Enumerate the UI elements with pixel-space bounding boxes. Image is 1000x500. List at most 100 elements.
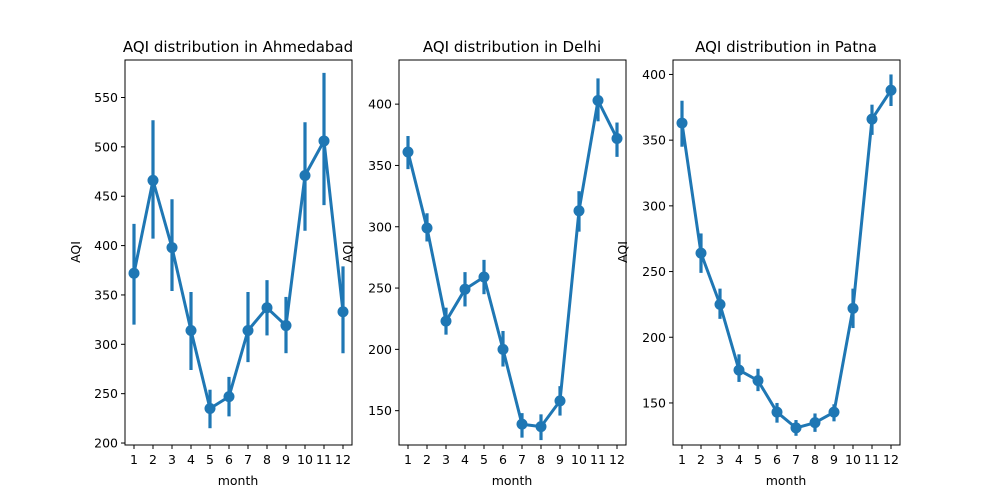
y-tick-label: 200 xyxy=(368,342,392,357)
x-tick-label: 11 xyxy=(590,452,606,467)
data-point xyxy=(695,247,707,259)
data-point xyxy=(592,94,604,106)
data-point xyxy=(204,402,216,414)
x-tick-label: 12 xyxy=(883,452,899,467)
axes-frame xyxy=(124,59,353,446)
y-tick-label: 350 xyxy=(94,287,118,302)
x-tick-label: 8 xyxy=(263,452,271,467)
axes-frame xyxy=(672,59,901,446)
data-point xyxy=(847,302,859,314)
x-tick-label: 6 xyxy=(225,452,233,467)
data-point xyxy=(733,364,745,376)
data-point xyxy=(676,117,688,129)
x-tick-label: 4 xyxy=(461,452,469,467)
y-tick-label: 300 xyxy=(94,337,118,352)
x-tick-label: 9 xyxy=(830,452,838,467)
data-point xyxy=(337,306,349,318)
x-tick-label: 1 xyxy=(404,452,412,467)
data-point xyxy=(299,170,311,181)
y-tick-label: 400 xyxy=(368,97,392,112)
y-tick-label: 350 xyxy=(642,133,666,148)
data-point xyxy=(885,84,897,96)
chart-title: AQI distribution in Patna xyxy=(695,38,877,56)
x-tick-label: 10 xyxy=(845,452,861,467)
data-point xyxy=(516,418,528,430)
x-tick-label: 8 xyxy=(811,452,819,467)
data-point xyxy=(261,302,273,314)
series-line xyxy=(132,139,345,410)
data-point xyxy=(128,267,140,279)
data-point xyxy=(478,271,490,283)
x-tick-label: 2 xyxy=(423,452,431,467)
series-line xyxy=(406,99,619,429)
panel-delhi: AQI distribution in Delhi month AQI 150 2… xyxy=(340,38,627,488)
y-axis-label: AQI xyxy=(68,241,83,263)
x-tick-label: 12 xyxy=(609,452,625,467)
x-tick-label: 9 xyxy=(282,452,290,467)
y-tick-label: 500 xyxy=(94,139,118,154)
x-tick-label: 4 xyxy=(187,452,195,467)
x-tick-label: 11 xyxy=(864,452,880,467)
x-tick-label: 1 xyxy=(130,452,138,467)
x-tick-label: 1 xyxy=(678,452,686,467)
y-tick-label: 300 xyxy=(368,219,392,234)
data-point xyxy=(185,324,197,336)
y-tick-label: 250 xyxy=(368,281,392,296)
data-point xyxy=(280,320,292,332)
data-point xyxy=(497,343,509,355)
y-axis-label: AQI xyxy=(615,241,630,263)
data-point xyxy=(440,315,452,327)
x-tick-label: 3 xyxy=(168,452,176,467)
y-tick-label: 400 xyxy=(94,238,118,253)
data-point xyxy=(535,421,547,433)
data-point xyxy=(147,174,159,186)
x-tick-label: 6 xyxy=(499,452,507,467)
data-point xyxy=(771,406,783,418)
x-tick-label: 6 xyxy=(773,452,781,467)
data-point xyxy=(459,283,471,295)
data-point xyxy=(790,422,802,434)
y-tick-label: 450 xyxy=(94,189,118,204)
axes-frame xyxy=(398,59,627,446)
chart-title: AQI distribution in Delhi xyxy=(423,38,601,56)
x-tick-label: 12 xyxy=(335,452,351,467)
data-point xyxy=(611,132,623,144)
x-tick-label: 7 xyxy=(518,452,526,467)
y-tick-label: 250 xyxy=(94,386,118,401)
data-point xyxy=(752,375,764,387)
data-point xyxy=(714,298,726,310)
x-axis-label: month xyxy=(492,473,533,488)
data-point xyxy=(166,242,178,254)
data-point xyxy=(242,324,254,336)
y-tick-label: 150 xyxy=(368,403,392,418)
series-line xyxy=(680,89,893,430)
y-tick-label: 200 xyxy=(642,330,666,345)
data-point xyxy=(402,146,414,158)
data-point xyxy=(866,113,878,125)
data-point xyxy=(809,417,821,429)
x-tick-label: 2 xyxy=(697,452,705,467)
y-tick-label: 400 xyxy=(642,67,666,82)
x-tick-label: 3 xyxy=(716,452,724,467)
data-point xyxy=(318,135,330,147)
x-tick-label: 7 xyxy=(792,452,800,467)
panel-patna: AQI distribution in Patna month AQI 150 2… xyxy=(615,38,901,488)
data-point xyxy=(554,395,566,407)
y-tick-label: 550 xyxy=(94,90,118,105)
x-tick-label: 9 xyxy=(556,452,564,467)
data-point xyxy=(421,222,433,234)
x-tick-label: 10 xyxy=(297,452,313,467)
x-tick-label: 10 xyxy=(571,452,587,467)
x-tick-label: 8 xyxy=(537,452,545,467)
x-tick-label: 5 xyxy=(754,452,762,467)
y-tick-label: 150 xyxy=(642,395,666,410)
x-tick-label: 2 xyxy=(149,452,157,467)
data-point xyxy=(573,205,585,217)
x-axis-label: month xyxy=(218,473,259,488)
x-tick-label: 5 xyxy=(206,452,214,467)
chart-title: AQI distribution in Ahmedabad xyxy=(123,38,353,56)
y-tick-label: 250 xyxy=(642,264,666,279)
panel-ahmedabad: AQI distribution in Ahmedabad month AQI … xyxy=(68,38,353,488)
